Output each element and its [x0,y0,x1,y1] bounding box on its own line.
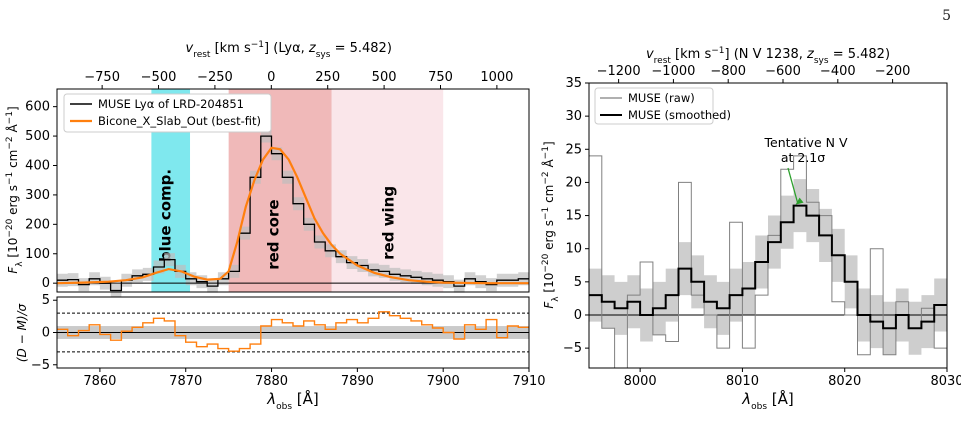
residual-ytick-label-1: 0 [42,326,50,341]
left-ytick-label-6: 600 [25,100,50,115]
left-toptick-label-6: 750 [428,70,453,85]
right-xtick-label-1: 8010 [726,374,759,389]
annotation-arrow [787,167,799,203]
left-ytick-label-4: 400 [25,158,50,173]
left-toptick-label-1: −500 [141,70,177,85]
left-toptick-label-2: −250 [197,70,233,85]
right-top-axis-label: vrest [km s−1] (N V 1238, zsys = 5.482) [646,46,890,66]
left-xtick-label-1: 7870 [169,374,202,389]
right-toptick-label-2: −800 [710,64,746,79]
right-toptick-label-3: −600 [765,64,801,79]
left-ylabel: Fλ [10−20 erg s−1 cm−2 Å−1] [5,106,25,273]
right-xtick-label-0: 8000 [624,374,657,389]
right-ytick-label-5: 20 [565,175,582,190]
series-residual [57,311,529,352]
right-xlabel: λobs [Å] [741,389,794,412]
page-number: 5 [942,8,951,24]
right-toptick-label-1: −1000 [651,64,695,79]
annotation-arrowhead [795,197,804,205]
series-muse-smoothed [589,204,947,330]
left-toptick-label-7: 1000 [480,70,513,85]
right-ytick-label-4: 15 [565,209,582,224]
right-toptick-label-5: −200 [875,64,911,79]
legend-label-muse: MUSE Lyα of LRD-204851 [98,97,244,111]
legend-label-fit: Bicone_X_Slab_Out (best-fit) [98,114,261,128]
right-xtick-label-2: 8020 [828,374,861,389]
region-label-0: blue comp. [156,169,174,262]
left-toptick-label-0: −750 [84,70,120,85]
right-ytick-label-2: 5 [574,275,582,290]
left-ytick-label-5: 500 [25,129,50,144]
left-xtick-label-5: 7910 [512,374,545,389]
left-main-frame [56,88,530,293]
right-toptick-label-4: −400 [820,64,856,79]
left-ytick-label-3: 300 [25,188,50,203]
right-legend [594,87,714,125]
residual-ytick-label-0: −5 [31,358,50,373]
region-label-1: red core [264,199,282,269]
region-label-2: red wing [379,186,397,260]
annotation-line2: at 2.1σ [781,150,825,165]
left-ytick-label-2: 200 [25,217,50,232]
right-toptick-label-0: −1200 [597,64,641,79]
series-muse-lya [57,135,529,292]
left-xtick-label-2: 7880 [255,374,288,389]
left-xlabel: λobs [Å] [266,389,319,412]
left-xtick-label-4: 7900 [427,374,460,389]
right-ytick-label-6: 25 [565,142,582,157]
right-ytick-label-7: 30 [565,109,582,124]
right-ytick-label-0: −5 [563,341,582,356]
residual-ylabel: (D − M)/σ [15,303,29,362]
right-frame [588,82,948,369]
left-ytick-label-1: 100 [25,247,50,262]
left-legend [63,93,272,133]
right-ytick-label-3: 10 [565,242,582,257]
legend-label-raw: MUSE (raw) [628,91,695,105]
right-legend-box [594,87,714,125]
data-error-band [57,129,529,298]
right-xtick-label-3: 8030 [930,374,961,389]
series-muse-raw [589,155,947,369]
annotation-line1: Tentative N V [764,135,848,150]
legend-label-smoothed: MUSE (smoothed) [628,108,731,122]
series-bicone-fit [56,146,529,285]
left-toptick-label-4: 250 [315,70,340,85]
left-xtick-label-0: 7860 [83,374,116,389]
left-toptick-label-5: 500 [372,70,397,85]
left-ytick-label-0: 0 [42,276,50,291]
residual-ytick-label-2: 5 [42,293,50,308]
left-xtick-label-3: 7890 [341,374,374,389]
left-top-axis-label: vrest [km s−1] (Lyα, zsys = 5.482) [185,40,391,60]
left-toptick-label-3: 0 [267,70,275,85]
right-ytick-label-8: 35 [565,76,582,91]
left-legend-box [63,93,272,133]
right-ytick-label-1: 0 [574,308,582,323]
right-ylabel: Fλ [10−20 erg s−1 cm−2 Å−1] [541,141,561,308]
